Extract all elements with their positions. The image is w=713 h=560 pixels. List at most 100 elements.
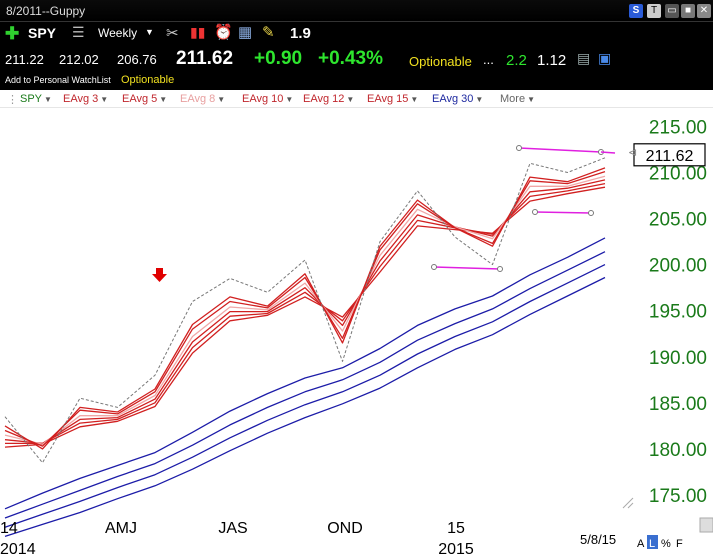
legend-item-eavg-10[interactable]: EAvg 10 ▼	[242, 93, 293, 105]
legend-item-label: More	[500, 93, 526, 105]
open-value: 211.22	[5, 52, 44, 67]
drag-handle-icon[interactable]: ⋮	[7, 94, 18, 106]
calendar-icon[interactable]: ▦	[238, 24, 253, 41]
short-ema-line	[4, 167, 606, 450]
chevron-down-icon: ▼	[410, 95, 419, 104]
legend-item-label: EAvg 10	[242, 93, 284, 105]
price-line	[4, 157, 606, 464]
long-ema-line	[4, 276, 606, 538]
more-dots: ...	[483, 52, 494, 67]
legend-item-eavg-15[interactable]: EAvg 15 ▼	[367, 93, 418, 105]
chevron-down-icon: ▼	[44, 95, 52, 104]
trendline	[600, 151, 616, 154]
tools-icon[interactable]: ✂	[166, 25, 179, 42]
down-arrow-marker	[152, 268, 167, 282]
y-tick-label: 185.00	[649, 394, 707, 415]
period-select[interactable]: Weekly	[98, 26, 138, 40]
text-size-icon[interactable]: T	[647, 4, 661, 18]
last-price: 211.62	[176, 48, 234, 69]
stat-value-white: 1.12	[537, 52, 567, 69]
y-tick-label: 215.00	[649, 117, 707, 138]
x-tick-label: JAS	[218, 520, 247, 537]
y-tick-label: 210.00	[649, 164, 707, 185]
save-window-icon[interactable]: ■	[681, 4, 695, 18]
y-tick-label: 190.00	[649, 348, 707, 369]
trendline-handle	[516, 145, 522, 151]
high-value: 212.02	[59, 52, 99, 67]
menu-icon[interactable]: ☰	[72, 24, 85, 40]
legend-item-spy[interactable]: SPY ▼	[20, 93, 52, 105]
trendline-handle	[588, 210, 594, 216]
chevron-down-icon: ▼	[100, 95, 109, 104]
symbol-label[interactable]: SPY	[28, 25, 57, 41]
short-ema-line	[4, 179, 606, 445]
legend-item-label: EAvg 15	[367, 93, 409, 105]
chevron-down-icon: ▼	[285, 95, 294, 104]
legend-item-eavg-12[interactable]: EAvg 12 ▼	[303, 93, 354, 105]
trendline-handle	[532, 209, 538, 215]
s-icon[interactable]: S	[629, 4, 643, 18]
footer-button[interactable]: L	[649, 538, 655, 550]
legend-item-label: EAvg 5	[122, 93, 158, 105]
alarm-icon[interactable]: ⏰	[214, 24, 233, 41]
indicators-icon[interactable]: ▮▮	[190, 24, 206, 40]
legend-item-eavg-3[interactable]: EAvg 3 ▼	[63, 93, 108, 105]
price-pointer-icon: ⊲	[628, 147, 637, 159]
resize-grip-icon	[622, 497, 634, 509]
note-icon[interactable]: ✎	[262, 24, 275, 41]
trendline	[534, 211, 592, 214]
chevron-down-icon: ▼	[475, 95, 484, 104]
x-tick-label: OND	[327, 520, 363, 537]
footer-button[interactable]: A	[637, 538, 645, 550]
trendline-handle	[431, 264, 437, 270]
window-titlebar: 8/2011--Guppy S T ▭ ■ ✕	[0, 0, 713, 22]
database-icon[interactable]: ▤	[577, 50, 591, 66]
y-tick-label: 180.00	[649, 440, 707, 461]
trendline	[433, 266, 501, 270]
footer-button[interactable]: %	[661, 538, 671, 550]
price-change-percent: +0.43%	[318, 48, 383, 69]
last-price-label: 211.62	[646, 148, 694, 165]
trendline	[518, 147, 602, 153]
footer-button[interactable]: F	[676, 538, 683, 550]
long-ema-line	[4, 237, 606, 510]
y-tick-label: 195.00	[649, 302, 707, 323]
trendline-handle	[497, 266, 503, 272]
stat-value-green: 2.2	[506, 52, 527, 69]
legend-item-label: EAvg 12	[303, 93, 345, 105]
legend-item-eavg-30[interactable]: EAvg 30 ▼	[432, 93, 483, 105]
add-symbol-icon[interactable]: ✚	[5, 24, 20, 43]
optionable-label: Optionable	[121, 74, 175, 86]
chevron-down-icon: ▼	[527, 95, 535, 104]
long-ema-line	[4, 251, 606, 519]
add-watchlist-link[interactable]: Add to Personal WatchList	[5, 75, 111, 85]
x-tick-label: AMJ	[105, 520, 137, 537]
legend-item-label: EAvg 30	[432, 93, 474, 105]
quote-subbar: Add to Personal WatchList Optionable	[0, 72, 713, 90]
chevron-down-icon: ▼	[159, 95, 168, 104]
x-tick-label: 14	[0, 520, 18, 537]
year-label: 2014	[0, 541, 36, 558]
optionable-link[interactable]: Optionable	[409, 54, 472, 69]
indicator-legend: SPY ▼ EAvg 3 ▼ EAvg 5 ▼ EAvg 8 ▼ EAvg 10 ▼ EAvg 12…	[0, 90, 713, 108]
save-icon[interactable]: ▣	[598, 50, 612, 66]
y-tick-label: 175.00	[649, 486, 707, 507]
price-change: +0.90	[254, 48, 303, 69]
chevron-down-icon: ▼	[346, 95, 355, 104]
legend-item-label: EAvg 3	[63, 93, 99, 105]
footer-button-bg	[647, 535, 658, 549]
last-price-box	[633, 143, 706, 167]
legend-item-more[interactable]: More ▼	[500, 93, 535, 105]
year-label: 2015	[438, 541, 474, 558]
minimize-icon[interactable]: ▭	[665, 4, 679, 18]
legend-item-eavg-5[interactable]: EAvg 5 ▼	[122, 93, 167, 105]
legend-item-eavg-8[interactable]: EAvg 8 ▼	[180, 93, 225, 105]
date-label: 5/8/15	[580, 532, 616, 547]
scroll-corner	[699, 517, 713, 533]
chevron-down-icon[interactable]: ▼	[145, 27, 154, 37]
window-title: 8/2011--Guppy	[6, 4, 86, 18]
legend-item-label: EAvg 8	[180, 93, 216, 105]
close-icon[interactable]: ✕	[697, 4, 711, 18]
chart-toolbar: ✚ SPY ☰ Weekly ▼ ✂ ▮▮ ⏰ ▦ ✎ 1.9	[0, 22, 713, 46]
short-ema-line	[4, 186, 606, 448]
